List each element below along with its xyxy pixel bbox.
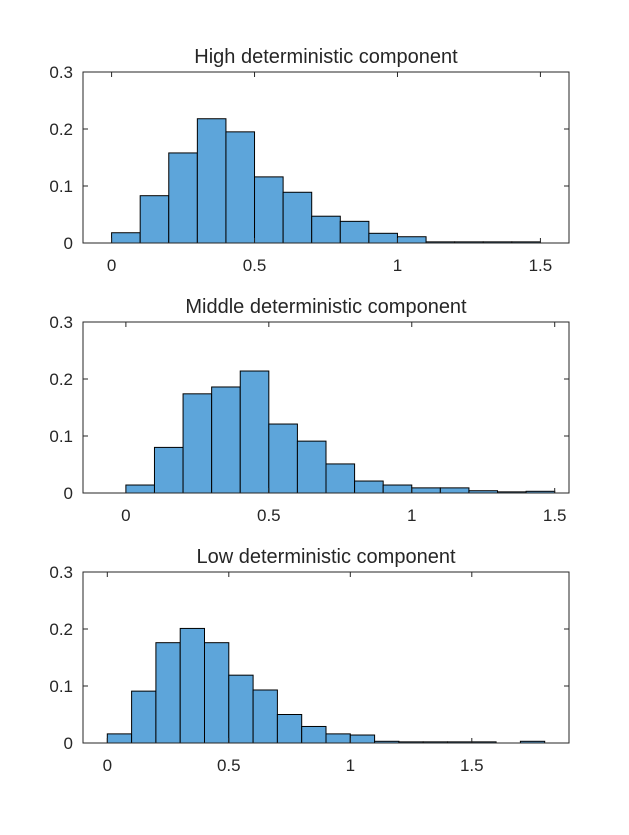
histogram-bar bbox=[368, 232, 398, 244]
x-tick-label: 0.5 bbox=[257, 506, 281, 525]
histogram-bar bbox=[439, 487, 470, 494]
chart-title: Low deterministic component bbox=[196, 546, 455, 568]
histogram-bar bbox=[131, 690, 157, 744]
histogram-bar bbox=[106, 733, 133, 744]
histogram-bar bbox=[311, 215, 341, 244]
histogram-bar bbox=[268, 423, 298, 494]
subplot-3: Low deterministic component 0 0.1 0.2 0.3 0 0.… bbox=[49, 546, 570, 775]
y-tick-label: 0.3 bbox=[49, 563, 73, 582]
histogram-bar bbox=[349, 734, 376, 744]
axes-box bbox=[82, 71, 570, 244]
x-tick-label: 1.5 bbox=[543, 506, 567, 525]
histogram-bar bbox=[225, 131, 256, 244]
x-tick-label: 0.5 bbox=[217, 756, 241, 775]
x-tick-label: 0 bbox=[103, 756, 112, 775]
histogram-bar bbox=[211, 386, 241, 494]
histogram-bar bbox=[204, 642, 230, 744]
chart-title: Middle deterministic component bbox=[185, 296, 467, 318]
histogram-bar bbox=[325, 733, 351, 744]
histogram-bar bbox=[153, 446, 184, 494]
x-tick-label: 1.5 bbox=[529, 256, 553, 275]
chart-title: High deterministic component bbox=[194, 46, 458, 68]
x-tick-label: 0.5 bbox=[243, 256, 267, 275]
subplot-2: Middle deterministic component 0 0.1 0.2 0.3… bbox=[49, 296, 570, 525]
y-tick-label: 0.2 bbox=[49, 120, 73, 139]
histogram-bar bbox=[111, 232, 141, 244]
histogram-bar bbox=[339, 220, 370, 244]
histogram-bar bbox=[155, 642, 181, 744]
y-tick-label: 0.1 bbox=[49, 177, 73, 196]
histogram-bar bbox=[179, 627, 205, 744]
x-tick-label: 1 bbox=[393, 256, 402, 275]
y-tick-label: 0.1 bbox=[49, 677, 73, 696]
histogram-bar bbox=[196, 118, 227, 244]
histogram-bar bbox=[239, 370, 270, 494]
axes-box bbox=[82, 321, 570, 494]
histogram-bar bbox=[411, 487, 441, 494]
histogram-bar bbox=[182, 393, 213, 494]
histogram-bar bbox=[168, 152, 198, 244]
x-tick-label: 1 bbox=[407, 506, 416, 525]
histogram-bar bbox=[125, 484, 155, 494]
histogram-bar bbox=[254, 176, 284, 244]
histogram-bar bbox=[396, 236, 427, 244]
y-tick-label: 0.2 bbox=[49, 370, 73, 389]
axes-box bbox=[82, 571, 570, 744]
histogram-bar bbox=[252, 689, 278, 744]
y-tick-label: 0 bbox=[64, 234, 73, 253]
x-tick-label: 1 bbox=[346, 756, 355, 775]
histogram-bar bbox=[296, 440, 327, 494]
histogram-bar bbox=[301, 725, 327, 744]
histogram-bar bbox=[325, 463, 356, 494]
histogram-bar bbox=[282, 191, 313, 244]
histogram-bar bbox=[276, 714, 303, 744]
y-tick-label: 0.1 bbox=[49, 427, 73, 446]
histogram-bar bbox=[354, 480, 384, 494]
y-tick-label: 0.2 bbox=[49, 620, 73, 639]
histogram-bar bbox=[139, 195, 170, 244]
y-tick-label: 0.3 bbox=[49, 63, 73, 82]
x-tick-label: 0 bbox=[121, 506, 130, 525]
histogram-bar bbox=[382, 484, 413, 494]
subplot-1: High deterministic component 0 0.1 0.2 0.3 0 0… bbox=[49, 46, 570, 275]
histogram-bar bbox=[228, 674, 254, 744]
y-tick-label: 0 bbox=[64, 734, 73, 753]
x-tick-label: 0 bbox=[107, 256, 116, 275]
y-tick-label: 0.3 bbox=[49, 313, 73, 332]
x-tick-label: 1.5 bbox=[460, 756, 484, 775]
y-tick-label: 0 bbox=[64, 484, 73, 503]
